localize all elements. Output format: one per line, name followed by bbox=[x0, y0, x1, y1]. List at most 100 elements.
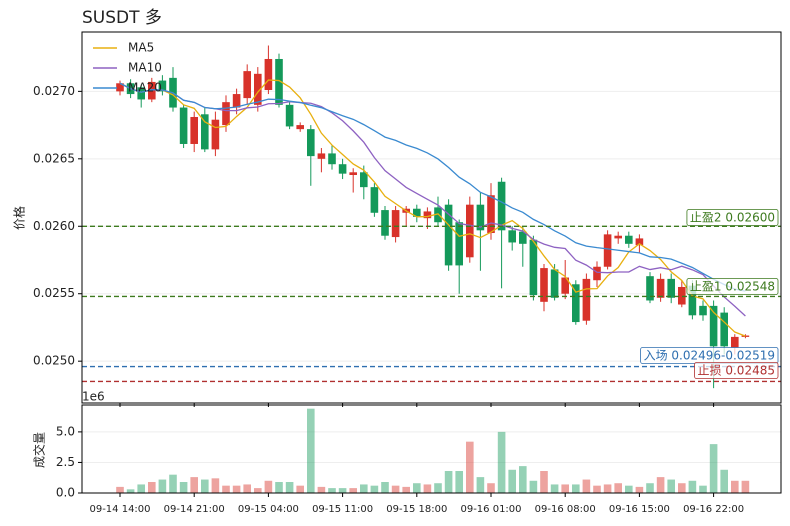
candle-body bbox=[148, 81, 156, 100]
volume-bar bbox=[126, 489, 135, 493]
y-tick-label: 0.0250 bbox=[33, 354, 75, 368]
candle-body bbox=[254, 73, 262, 105]
candle-body bbox=[338, 164, 347, 174]
candle-body bbox=[667, 278, 675, 298]
y-axis-label: 价格 bbox=[12, 206, 27, 230]
candle-body bbox=[519, 231, 527, 244]
volume-bar bbox=[487, 483, 495, 493]
volume-bar bbox=[508, 469, 516, 493]
volume-bar bbox=[402, 486, 410, 493]
candle-body bbox=[391, 210, 400, 238]
volume-bar bbox=[656, 477, 665, 493]
volume-bar bbox=[455, 471, 463, 493]
volume-bar bbox=[731, 480, 739, 493]
plot-frame bbox=[81, 31, 782, 404]
y-tick-label: 0.0270 bbox=[33, 84, 75, 98]
candle-body bbox=[285, 104, 294, 127]
candle-body bbox=[413, 208, 421, 217]
candle-body bbox=[476, 204, 485, 231]
volume-bar bbox=[476, 477, 485, 493]
volume-bar bbox=[264, 480, 273, 493]
candle-body bbox=[360, 172, 368, 188]
candle-body bbox=[688, 285, 697, 316]
candle-body bbox=[550, 269, 559, 298]
volume-bar bbox=[296, 485, 304, 493]
level-label-box bbox=[686, 278, 779, 295]
candle-body bbox=[593, 266, 601, 281]
candle-body bbox=[201, 114, 209, 150]
volume-bar bbox=[169, 474, 177, 493]
volume-bar bbox=[603, 484, 612, 493]
volume-bar bbox=[222, 485, 230, 493]
x-tick-label: 09-16 08:00 bbox=[535, 504, 596, 515]
y-tick-label: 0.0 bbox=[56, 486, 75, 500]
volume-bar bbox=[582, 479, 591, 493]
volume-bar bbox=[688, 480, 697, 493]
volume-bar bbox=[381, 482, 389, 493]
volume-bar bbox=[211, 478, 220, 493]
volume-bar bbox=[678, 483, 686, 493]
volume-bar bbox=[148, 482, 156, 493]
volume-frame bbox=[81, 404, 782, 494]
y-tick-label: 2.5 bbox=[56, 455, 75, 469]
volume-bar bbox=[625, 485, 633, 493]
volume-bar bbox=[550, 484, 559, 493]
legend-label: MA20 bbox=[128, 81, 162, 95]
volume-bar bbox=[391, 485, 400, 493]
candle-body bbox=[455, 222, 463, 266]
level-label: 止损 0.02485 bbox=[698, 364, 775, 378]
volume-bar bbox=[444, 471, 453, 493]
candle-body bbox=[646, 276, 654, 301]
candle-body bbox=[731, 336, 739, 348]
volume-bar bbox=[317, 486, 326, 493]
volume-bar bbox=[646, 483, 654, 493]
volume-bar bbox=[519, 466, 527, 493]
moving-average-line bbox=[119, 82, 746, 292]
volume-bar bbox=[423, 484, 432, 493]
volume-bar bbox=[699, 485, 707, 493]
y-tick-label: 5.0 bbox=[56, 424, 75, 438]
y-tick-label: 0.0265 bbox=[33, 151, 75, 165]
volume-bar bbox=[741, 480, 750, 493]
candle-body bbox=[603, 234, 612, 267]
candle-body bbox=[466, 204, 474, 258]
candle-body bbox=[508, 230, 516, 243]
x-tick-label: 09-14 14:00 bbox=[89, 504, 150, 515]
volume-bar bbox=[540, 471, 548, 493]
volume-bar bbox=[635, 486, 644, 493]
level-label-box bbox=[686, 209, 779, 226]
candle-body bbox=[561, 277, 569, 294]
volume-bar bbox=[529, 480, 538, 493]
legend-label: MA5 bbox=[128, 41, 154, 55]
volume-bar bbox=[338, 488, 347, 493]
level-label: 入场 0.02496-0.02519 bbox=[644, 349, 775, 363]
volume-bar bbox=[275, 482, 283, 493]
candle-body bbox=[582, 278, 591, 321]
moving-average-line bbox=[119, 82, 746, 317]
volume-bar bbox=[413, 483, 421, 493]
x-tick-label: 09-15 04:00 bbox=[238, 504, 299, 515]
volume-bar bbox=[137, 484, 145, 493]
candle-body bbox=[222, 102, 230, 126]
x-tick-label: 09-15 11:00 bbox=[312, 504, 373, 515]
level-label: 止盈2 0.02600 bbox=[690, 211, 775, 225]
y-tick-label: 0.0255 bbox=[33, 286, 75, 300]
volume-bar bbox=[614, 483, 622, 493]
volume-bar bbox=[466, 441, 474, 493]
candle-body bbox=[243, 71, 251, 99]
candle-body bbox=[190, 116, 198, 144]
candle-body bbox=[211, 119, 220, 150]
volume-bar bbox=[285, 482, 294, 493]
moving-average-line bbox=[119, 79, 746, 337]
volume-bar bbox=[561, 484, 569, 493]
candle-body bbox=[296, 125, 304, 130]
volume-bar bbox=[720, 469, 728, 493]
candle-body bbox=[678, 286, 686, 305]
volume-bar bbox=[572, 484, 580, 493]
volume-bar bbox=[667, 479, 675, 493]
volume-bar bbox=[254, 488, 262, 493]
y-tick-label: 0.0260 bbox=[33, 219, 75, 233]
volume-bar bbox=[497, 431, 506, 493]
volume-bar bbox=[434, 483, 442, 493]
candle-body bbox=[497, 181, 506, 231]
